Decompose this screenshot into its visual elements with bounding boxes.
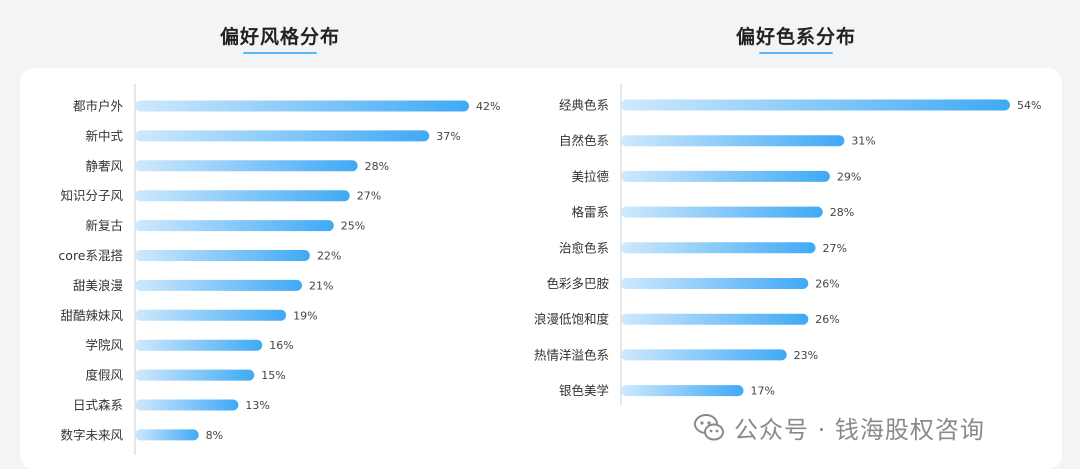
bar [135, 130, 430, 142]
title-underline-style [243, 52, 317, 54]
value-label: 21% [309, 279, 333, 292]
watermark: 公众号 · 钱海股权咨询 [692, 410, 985, 444]
category-label: 银色美学 [559, 383, 609, 398]
color-bar-chart: 经典色系 54% 自然色系 31% 美拉德 29% 格雷系 28% 治愈色系 27% 色彩多巴胺 26… [534, 84, 1041, 405]
category-label: 色彩多巴胺 [546, 276, 609, 291]
value-label: 42% [476, 100, 500, 113]
category-label: 新复古 [85, 218, 123, 233]
category-label: 甜酷辣妹风 [60, 308, 123, 323]
category-label: 经典色系 [559, 98, 609, 113]
category-label: 度假风 [85, 368, 123, 383]
bar [135, 369, 255, 381]
bar [621, 385, 744, 397]
value-label: 28% [365, 160, 389, 173]
chart-title-style: 偏好风格分布 [219, 26, 340, 48]
value-label: 16% [269, 339, 293, 352]
bar [621, 170, 830, 182]
value-label: 22% [317, 250, 341, 263]
bar [135, 190, 350, 202]
value-label: 8% [206, 429, 223, 442]
bar [621, 206, 823, 218]
bar [135, 160, 358, 172]
category-label: 日式森系 [73, 398, 123, 413]
bar [621, 278, 809, 289]
category-label: 美拉德 [571, 169, 609, 184]
bar [135, 339, 263, 351]
category-label: 热情洋溢色系 [534, 347, 609, 362]
value-label: 26% [815, 278, 839, 291]
bar [135, 100, 469, 112]
category-label: 数字未来风 [60, 427, 123, 442]
value-label: 27% [357, 190, 381, 203]
bar [135, 250, 310, 261]
chart-title-color: 偏好色系分布 [735, 26, 856, 48]
bar [135, 399, 239, 411]
bar [135, 309, 287, 321]
category-label: 知识分子风 [60, 188, 123, 203]
category-label: 静奢风 [85, 158, 123, 173]
value-label: 25% [341, 220, 365, 233]
category-label: 格雷系 [571, 205, 609, 220]
value-label: 27% [823, 242, 847, 255]
value-label: 54% [1017, 99, 1041, 112]
bar [135, 279, 302, 291]
category-label: 都市户外 [73, 99, 124, 114]
category-label: core系混搭 [58, 248, 123, 263]
wechat-icon [694, 414, 724, 441]
value-label: 19% [293, 309, 317, 322]
bar [135, 220, 334, 232]
category-label: 甜美浪漫 [73, 278, 123, 293]
title-underline-color [759, 52, 833, 54]
watermark-text: 公众号 · 钱海股权咨询 [734, 415, 985, 444]
bar [621, 242, 816, 254]
bar [621, 349, 787, 361]
value-label: 31% [851, 135, 875, 148]
category-label: 学院风 [85, 338, 123, 353]
bar [621, 135, 845, 147]
value-label: 37% [436, 130, 460, 143]
bar [621, 99, 1010, 111]
value-label: 13% [245, 399, 269, 412]
value-label: 28% [830, 206, 854, 219]
value-label: 23% [794, 349, 818, 362]
category-label: 新中式 [85, 128, 123, 143]
value-label: 29% [837, 170, 861, 183]
value-label: 26% [815, 313, 839, 326]
value-label: 17% [750, 385, 774, 398]
category-label: 自然色系 [559, 133, 609, 148]
value-label: 15% [261, 369, 285, 382]
category-label: 浪漫低饱和度 [534, 312, 610, 327]
style-bar-chart: 都市户外 42% 新中式 37% 静奢风 28% 知识分子风 27% 新复古 25% core系混搭… [58, 84, 500, 455]
bar [621, 313, 809, 325]
bar [135, 429, 199, 441]
category-label: 治愈色系 [559, 240, 609, 255]
